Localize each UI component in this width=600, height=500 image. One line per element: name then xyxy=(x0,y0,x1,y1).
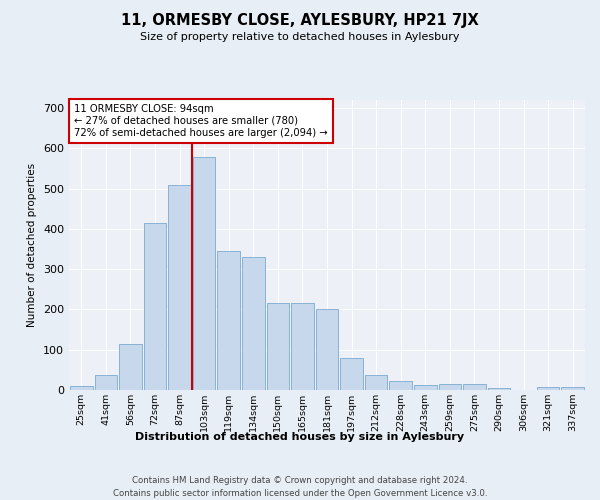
Text: Contains HM Land Registry data © Crown copyright and database right 2024.
Contai: Contains HM Land Registry data © Crown c… xyxy=(113,476,487,498)
Bar xyxy=(217,251,240,390)
Bar xyxy=(193,157,215,390)
Bar xyxy=(242,257,265,390)
Bar xyxy=(463,384,486,390)
Text: Size of property relative to detached houses in Aylesbury: Size of property relative to detached ho… xyxy=(140,32,460,42)
Bar xyxy=(143,223,166,390)
Bar xyxy=(95,374,117,390)
Bar xyxy=(537,387,559,390)
Bar xyxy=(119,344,142,390)
Bar xyxy=(562,387,584,390)
Bar xyxy=(70,386,92,390)
Text: 11 ORMESBY CLOSE: 94sqm
← 27% of detached houses are smaller (780)
72% of semi-d: 11 ORMESBY CLOSE: 94sqm ← 27% of detache… xyxy=(74,104,328,138)
Bar xyxy=(488,388,511,390)
Text: Distribution of detached houses by size in Aylesbury: Distribution of detached houses by size … xyxy=(136,432,464,442)
Bar xyxy=(168,184,191,390)
Bar xyxy=(291,304,314,390)
Bar xyxy=(365,374,388,390)
Y-axis label: Number of detached properties: Number of detached properties xyxy=(28,163,37,327)
Bar xyxy=(340,358,363,390)
Text: 11, ORMESBY CLOSE, AYLESBURY, HP21 7JX: 11, ORMESBY CLOSE, AYLESBURY, HP21 7JX xyxy=(121,12,479,28)
Bar xyxy=(266,304,289,390)
Bar xyxy=(316,310,338,390)
Bar xyxy=(414,385,437,390)
Bar xyxy=(439,384,461,390)
Bar xyxy=(389,381,412,390)
